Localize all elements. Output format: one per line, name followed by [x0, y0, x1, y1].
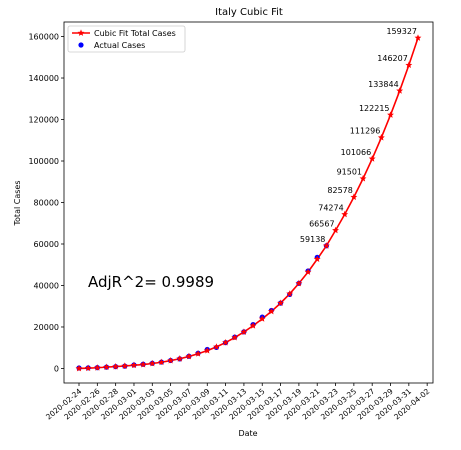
- fit-point: [368, 155, 376, 162]
- fit-point: [377, 133, 385, 141]
- fit-point: [313, 255, 321, 263]
- y-tick-label: 0: [54, 364, 59, 373]
- data-label: 59138: [300, 235, 325, 244]
- data-label: 74274: [318, 203, 343, 212]
- data-label: 146207: [377, 54, 408, 63]
- fit-point: [231, 333, 239, 341]
- legend-label: Cubic Fit Total Cases: [94, 29, 176, 38]
- y-tick-label: 60000: [34, 240, 59, 249]
- y-tick-label: 20000: [34, 323, 59, 332]
- x-axis-label: Date: [238, 429, 257, 438]
- fit-point: [121, 362, 129, 369]
- data-label: 159327: [386, 27, 417, 36]
- fit-point: [203, 347, 211, 354]
- fit-point: [240, 328, 248, 335]
- fit-point: [322, 242, 330, 249]
- fit-point: [176, 355, 184, 362]
- fit-point: [112, 363, 120, 370]
- fit-point: [295, 279, 303, 287]
- fit-point: [341, 210, 349, 218]
- data-label: 133844: [368, 80, 399, 89]
- fit-point: [277, 299, 284, 307]
- fit-point: [387, 111, 394, 118]
- fit-point: [286, 290, 294, 297]
- fit-point: [75, 364, 83, 372]
- fit-point: [103, 363, 110, 371]
- fit-point: [148, 359, 156, 367]
- data-label: 91501: [337, 168, 362, 177]
- fit-point: [158, 358, 165, 366]
- fit-point: [267, 307, 275, 315]
- y-axis-label: Total Cases: [13, 181, 22, 227]
- data-label: 101066: [341, 148, 372, 157]
- fit-point: [332, 226, 339, 234]
- fit-point: [84, 364, 92, 372]
- y-tick-label: 80000: [34, 199, 59, 208]
- y-tick-label: 120000: [28, 116, 59, 125]
- legend: Cubic Fit Total Cases Actual Cases: [67, 25, 186, 53]
- chart-title: Italy Cubic Fit: [215, 7, 283, 18]
- fit-point: [185, 352, 193, 360]
- fit-point: [222, 338, 230, 346]
- fit-point: [93, 364, 101, 371]
- fit-point: [130, 361, 138, 369]
- data-label: 122215: [359, 104, 390, 113]
- legend-box: [67, 25, 186, 53]
- y-tick-label: 100000: [28, 157, 59, 166]
- fit-point: [213, 343, 220, 350]
- marks: [75, 34, 422, 372]
- fit-point: [304, 268, 312, 275]
- data-label: 111296: [350, 127, 381, 136]
- fit-point: [258, 315, 266, 322]
- data-labels: 59138 66567 74274 82578 91501 101066 111296 122…: [300, 27, 417, 244]
- adjusted-r2-annotation: AdjR^2= 0.9989: [88, 273, 214, 291]
- fit-point: [414, 34, 422, 41]
- legend-actual-marker: [78, 42, 84, 48]
- fit-point: [194, 350, 202, 357]
- y-tick-label: 160000: [28, 33, 59, 42]
- legend-label: Actual Cases: [94, 41, 145, 50]
- y-tick-label: 40000: [34, 281, 59, 290]
- fit-point: [249, 322, 257, 329]
- fit-point: [396, 87, 404, 94]
- data-label: 82578: [327, 186, 352, 195]
- data-label: 66567: [309, 219, 334, 228]
- fit-point: [359, 175, 367, 182]
- legend-fit-marker: [77, 29, 85, 36]
- fit-point: [167, 356, 175, 364]
- fit-point: [350, 193, 358, 201]
- fit-point: [405, 61, 413, 69]
- y-tick-label: 140000: [28, 74, 59, 83]
- fit-point: [139, 360, 147, 368]
